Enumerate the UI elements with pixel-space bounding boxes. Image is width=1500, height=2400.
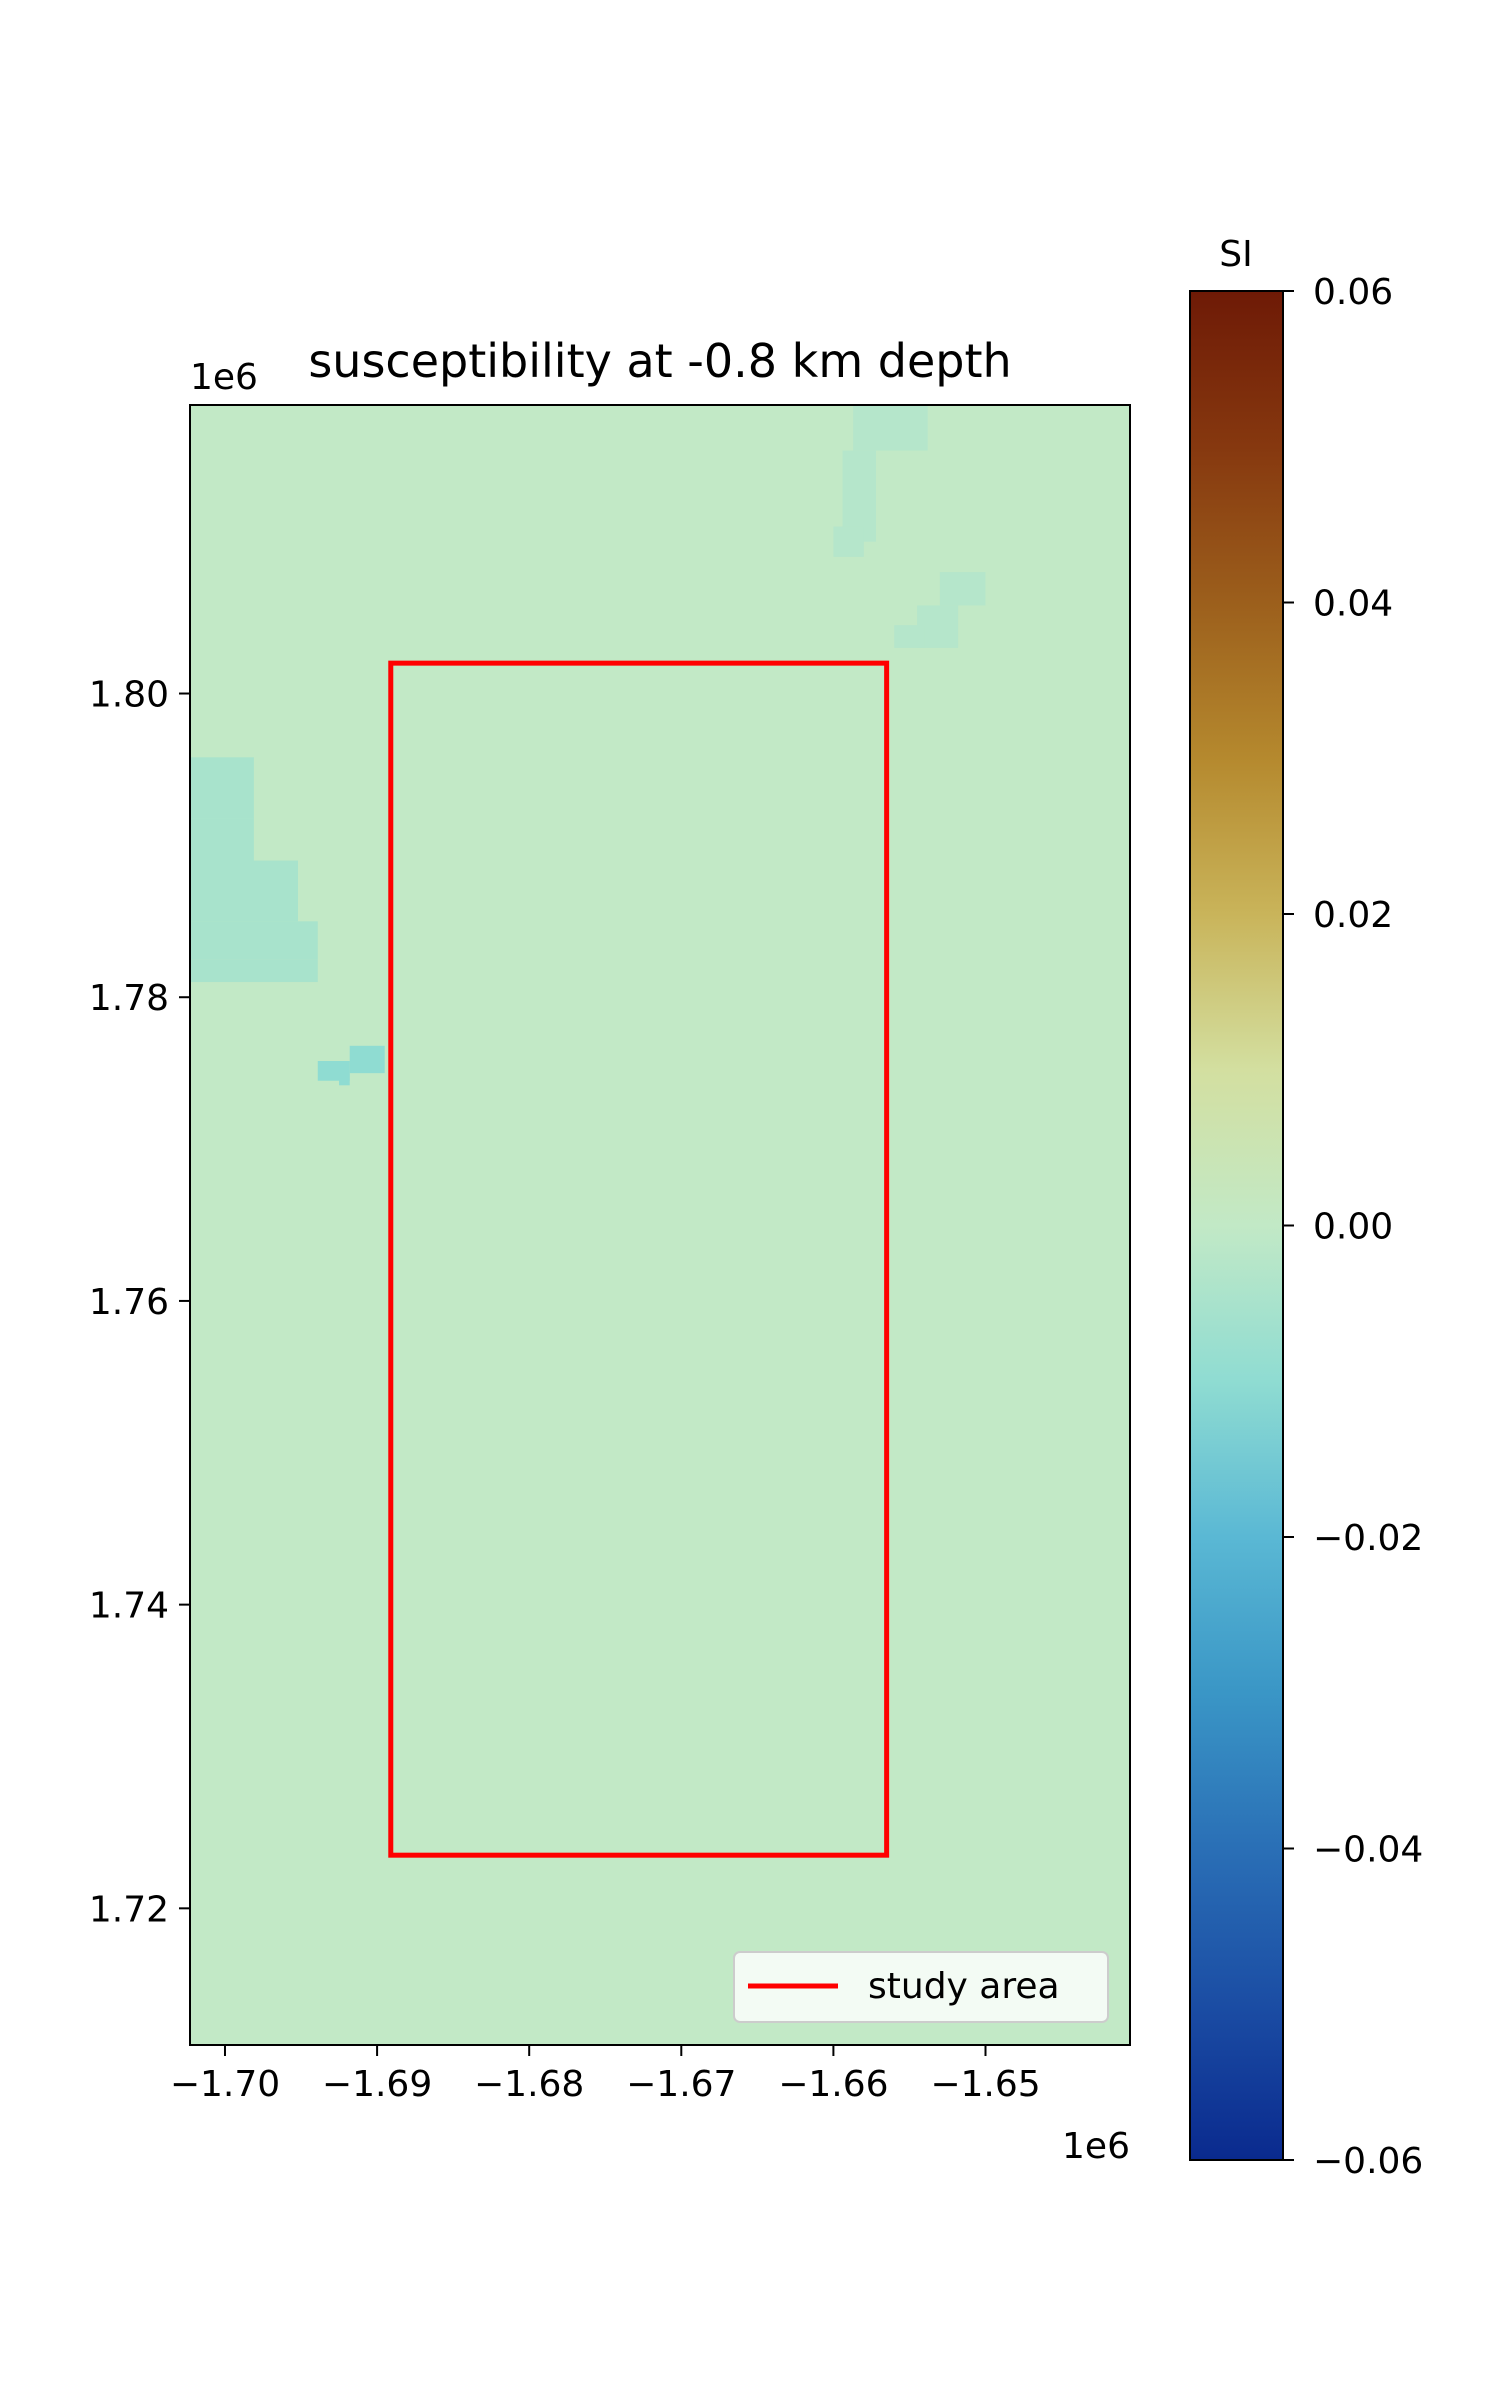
y-tick-label: 1.72 bbox=[89, 1889, 169, 1930]
north-anomaly-cell bbox=[853, 405, 928, 451]
x-tick-label: −1.68 bbox=[474, 2064, 584, 2105]
colorbar-tick-label: −0.04 bbox=[1313, 1830, 1423, 1871]
west-anomaly-cell bbox=[190, 757, 254, 819]
north-anomaly-cell bbox=[833, 526, 864, 557]
map-axes: −1.70 −1.69 −1.68 −1.67 −1.66 −1.65 1.801.781… bbox=[89, 334, 1131, 2167]
west-anomaly-cell bbox=[190, 959, 318, 983]
colorbar-tick-label: −0.06 bbox=[1313, 2141, 1423, 2182]
colorbar-tick-label: 0.06 bbox=[1313, 272, 1393, 313]
study-area-outline bbox=[388, 660, 890, 1858]
colorbar: 0.06 0.04 0.02 0.00 −0.02 −0.04 −0.06 SI bbox=[1189, 234, 1423, 2182]
colorbar-gradient bbox=[1189, 290, 1284, 2161]
y-tick-label: 1.74 bbox=[89, 1586, 169, 1627]
x-tick-label: −1.66 bbox=[778, 2064, 888, 2105]
map-frame bbox=[189, 404, 1131, 2046]
y-tick-label: 1.78 bbox=[89, 978, 169, 1019]
colorbar-label: SI bbox=[1219, 234, 1252, 275]
north-anomaly-cell bbox=[894, 625, 925, 648]
y-axis-ticks: 1.80 1.78 1.76 1.74 1.72 bbox=[89, 675, 190, 1930]
x-tick-label: −1.67 bbox=[626, 2064, 736, 2105]
west-anomaly-cell bbox=[190, 860, 298, 922]
north-anomaly-cell bbox=[939, 572, 986, 606]
legend-label-study-area: study area bbox=[868, 1966, 1060, 2007]
edge-anomaly-cell bbox=[339, 1073, 350, 1086]
edge-anomaly-cell bbox=[349, 1045, 385, 1074]
anomaly-layer bbox=[190, 405, 986, 1086]
y-tick-label: 1.80 bbox=[89, 675, 169, 716]
colorbar-tick-label: 0.00 bbox=[1313, 1207, 1393, 1248]
map-background bbox=[190, 405, 1130, 2045]
chart-title: susceptibility at -0.8 km depth bbox=[308, 334, 1011, 388]
colorbar-tick-label: 0.02 bbox=[1313, 895, 1393, 936]
x-tick-label: −1.69 bbox=[322, 2064, 432, 2105]
x-offset-label: 1e6 bbox=[1062, 2126, 1130, 2167]
x-tick-label: −1.65 bbox=[930, 2064, 1040, 2105]
north-anomaly-cell bbox=[842, 450, 876, 542]
x-tick-label: −1.70 bbox=[170, 2064, 280, 2105]
west-anomaly-cell bbox=[190, 921, 318, 960]
y-tick-label: 1.76 bbox=[89, 1282, 169, 1323]
y-offset-label: 1e6 bbox=[190, 357, 258, 398]
legend: study area bbox=[733, 1951, 1109, 2023]
colorbar-tick-label: −0.02 bbox=[1313, 1518, 1423, 1559]
colorbar-tick-label: 0.04 bbox=[1313, 584, 1393, 625]
colorbar-ticks: 0.06 0.04 0.02 0.00 −0.02 −0.04 −0.06 bbox=[1283, 272, 1423, 2182]
legend-box bbox=[733, 1951, 1109, 2023]
x-axis-ticks: −1.70 −1.69 −1.68 −1.67 −1.66 −1.65 bbox=[170, 2045, 1041, 2105]
